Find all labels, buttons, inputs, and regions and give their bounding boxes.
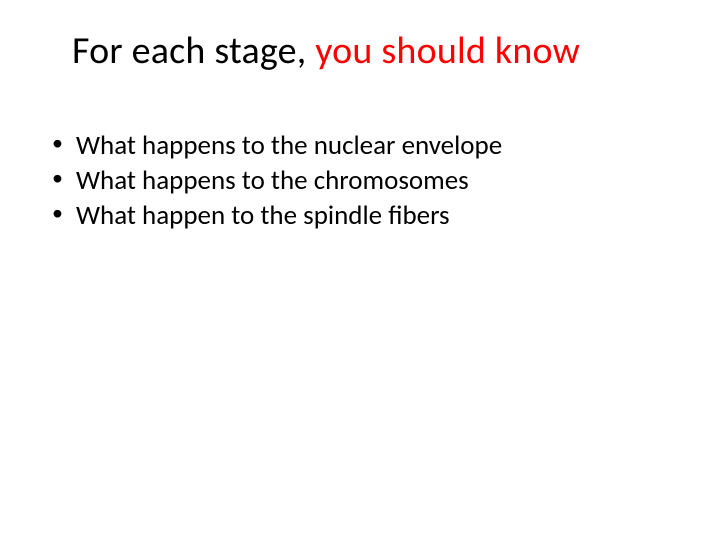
- slide: For each stage, you should know What hap…: [0, 0, 720, 540]
- slide-title: For each stage, you should know: [72, 28, 672, 74]
- title-part-red: you should know: [315, 28, 580, 74]
- bullet-list: What happens to the nuclear envelope Wha…: [48, 130, 672, 233]
- list-item: What happen to the spindle fibers: [48, 200, 672, 233]
- title-part-black: For each stage,: [72, 28, 315, 74]
- list-item: What happens to the nuclear envelope: [48, 130, 672, 163]
- list-item: What happens to the chromosomes: [48, 165, 672, 198]
